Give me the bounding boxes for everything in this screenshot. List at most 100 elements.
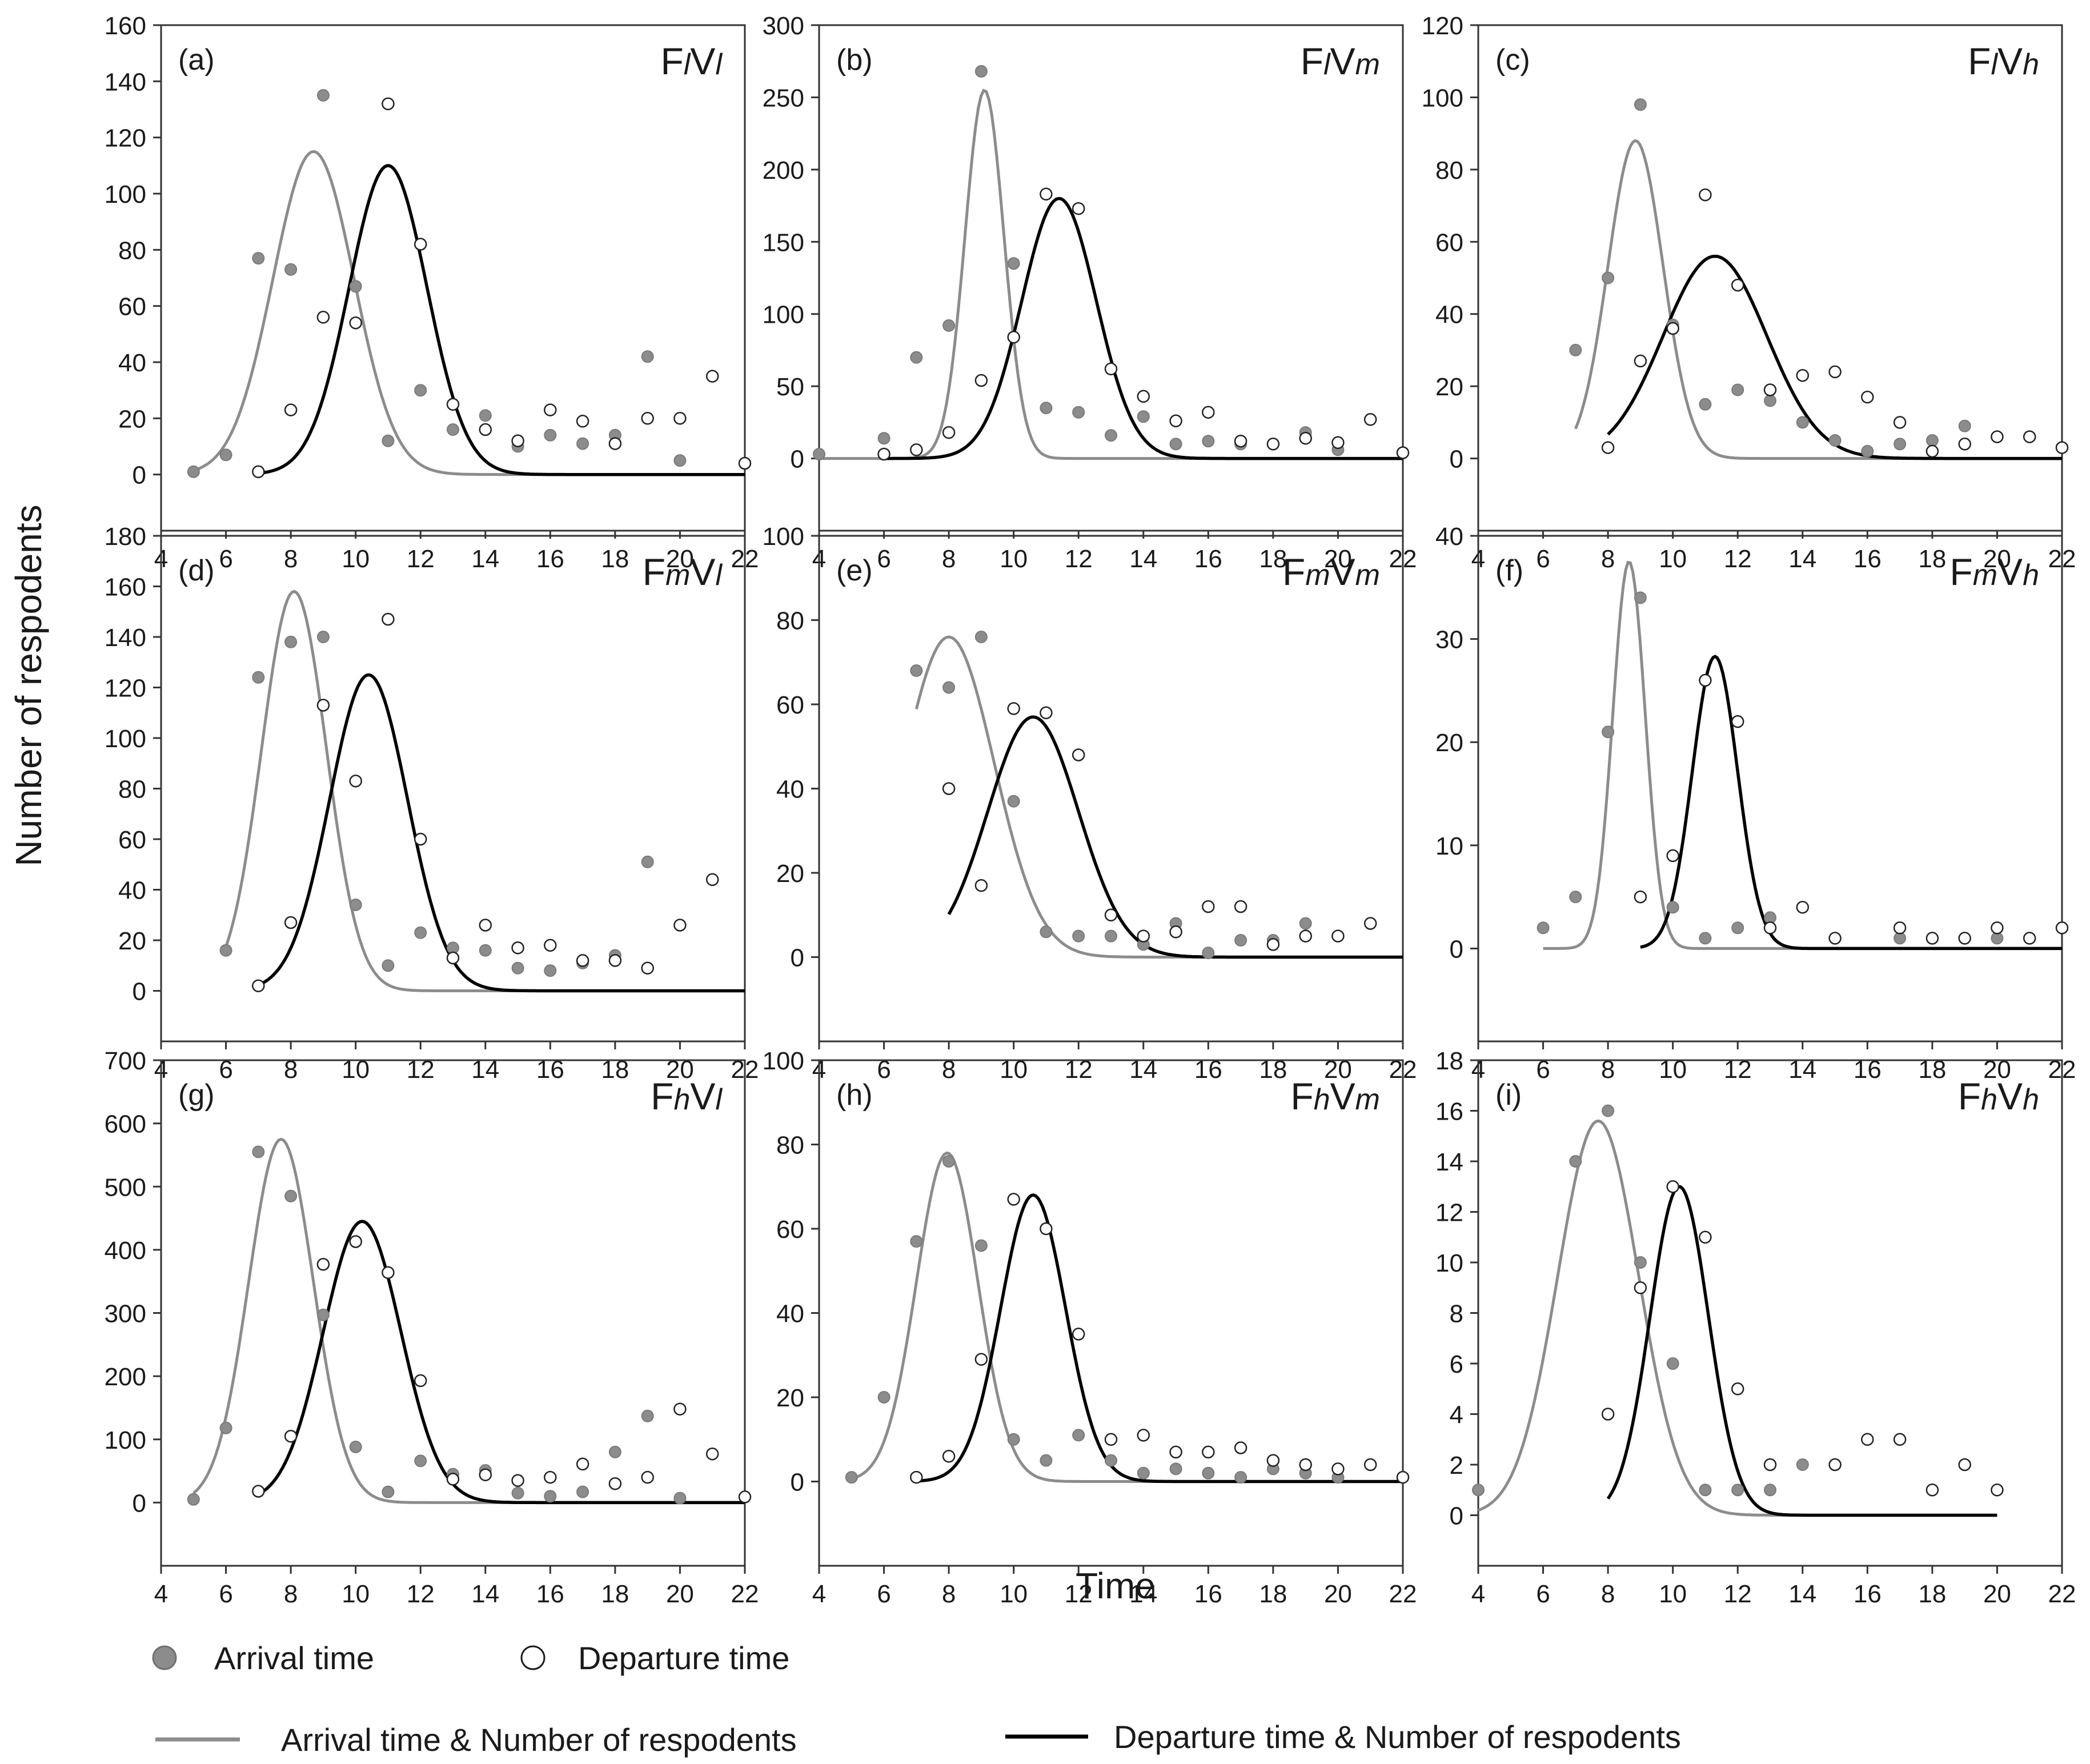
x-tick-label: 20: [1324, 545, 1352, 573]
departure-point: [1072, 1328, 1085, 1341]
legend-arrival-label: Arrival time: [214, 1640, 374, 1676]
y-tick-label: 0: [791, 1469, 804, 1497]
y-axis-title: Number of respodents: [8, 504, 49, 866]
departure-point: [1828, 365, 1842, 379]
panel-code-sub: l: [715, 1083, 723, 1116]
departure-point: [252, 465, 265, 479]
x-tick-label: 14: [471, 1580, 499, 1608]
x-tick-label: 6: [877, 1580, 890, 1608]
departure-point: [2023, 932, 2036, 945]
departure-point: [414, 832, 427, 846]
departure-point: [1893, 416, 1907, 429]
y-tick-label: 100: [763, 301, 804, 329]
y-tick-label: 160: [105, 12, 146, 40]
arrival-point: [1007, 795, 1020, 808]
y-tick-label: 300: [105, 1300, 146, 1328]
departure-point: [511, 434, 524, 447]
x-tick-label: 22: [1389, 1580, 1417, 1608]
legend-arrival-curve-label: Arrival time & Number of respodents: [281, 1722, 797, 1758]
panel-code-main: V: [1330, 1075, 1355, 1117]
y-tick-label: 40: [776, 1300, 804, 1328]
y-tick-label: 0: [791, 446, 804, 474]
departure-point: [544, 403, 557, 416]
panel-code: FhVh: [1958, 1075, 2039, 1117]
y-tick-label: 60: [776, 691, 804, 719]
arrival-fit-curve: [1543, 560, 2062, 950]
departure-point: [1396, 446, 1410, 459]
x-tick-label: 10: [1000, 545, 1028, 573]
x-tick-label: 16: [1854, 1580, 1882, 1608]
departure-point: [1396, 1470, 1410, 1484]
y-tick-label: 150: [763, 228, 804, 256]
x-tick-label: 4: [812, 1580, 826, 1608]
arrival-point: [1796, 1458, 1809, 1471]
departure-point: [1299, 431, 1312, 445]
departure-point: [2023, 430, 2036, 443]
departure-point: [316, 699, 330, 712]
departure-point: [1331, 436, 1345, 450]
y-tick-label: 400: [105, 1237, 146, 1265]
y-tick-label: 10: [1435, 1249, 1463, 1277]
arrival-point: [1666, 1357, 1679, 1370]
arrival-point: [1202, 1466, 1215, 1480]
y-tick-label: 120: [1422, 12, 1463, 40]
y-tick-label: 100: [1422, 84, 1463, 112]
arrival-point: [1666, 901, 1679, 914]
arrival-point: [1105, 929, 1117, 943]
departure-point: [1601, 441, 1615, 454]
arrival-point: [1634, 591, 1647, 604]
panel-code-main: F: [1958, 1075, 1981, 1117]
departure-point: [1991, 1484, 2004, 1497]
panel-letter: (e): [836, 554, 873, 587]
x-tick-label: 10: [1659, 545, 1687, 573]
departure-point: [1299, 929, 1312, 943]
x-tick-label: 14: [1129, 1580, 1157, 1608]
panel-letter: (g): [178, 1079, 215, 1112]
y-tick-label: 100: [105, 181, 146, 209]
departure-point: [1363, 413, 1377, 426]
y-tick-label: 0: [133, 1489, 146, 1517]
departure-point: [910, 443, 923, 456]
arrival-point: [284, 1189, 298, 1202]
departure-point: [1137, 1429, 1150, 1442]
panel-d: 4 6 8 10 12 14 16 18 20 2202040608010012014016018…: [105, 523, 759, 1084]
y-tick-label: 300: [763, 12, 804, 40]
departure-point: [1266, 438, 1280, 451]
arrival-point: [316, 89, 330, 102]
arrival-point: [1699, 932, 1712, 945]
panel-code: FmVm: [1282, 551, 1380, 593]
arrival-point: [349, 899, 362, 911]
x-tick-label: 14: [1788, 545, 1816, 573]
arrival-point: [1634, 1256, 1647, 1269]
x-tick-label: 8: [942, 545, 956, 573]
arrival-point: [1299, 917, 1312, 930]
y-tick-label: 120: [105, 125, 146, 153]
arrival-point: [414, 1454, 427, 1468]
departure-point: [942, 782, 956, 795]
departure-point: [1104, 908, 1118, 922]
departure-point: [316, 311, 330, 324]
panel-code-sub: l: [1323, 48, 1331, 81]
departure-point: [673, 1402, 687, 1416]
departure-point: [1234, 434, 1247, 448]
arrival-point: [1925, 434, 1939, 447]
arrival-point: [1105, 429, 1117, 442]
arrival-point: [1040, 402, 1053, 415]
panel-code-main: F: [1968, 40, 1991, 82]
panel-code-sub: m: [1355, 48, 1380, 81]
departure-point: [1925, 444, 1939, 458]
departure-point: [1763, 383, 1777, 396]
x-tick-label: 12: [1065, 1580, 1093, 1608]
plot-frame: [818, 24, 1404, 532]
y-tick-label: 200: [763, 157, 804, 185]
departure-point: [1234, 1441, 1247, 1454]
y-tick-label: 0: [133, 978, 146, 1006]
departure-point: [576, 954, 589, 967]
x-tick-label: 20: [1983, 545, 2011, 573]
arrival-fit-curve: [1478, 1119, 1997, 1517]
panel-code-main: V: [690, 40, 715, 82]
y-tick-label: 0: [133, 462, 146, 490]
x-tick-label: 20: [666, 1580, 694, 1608]
y-tick-label: 14: [1435, 1148, 1463, 1176]
departure-point: [705, 370, 719, 383]
